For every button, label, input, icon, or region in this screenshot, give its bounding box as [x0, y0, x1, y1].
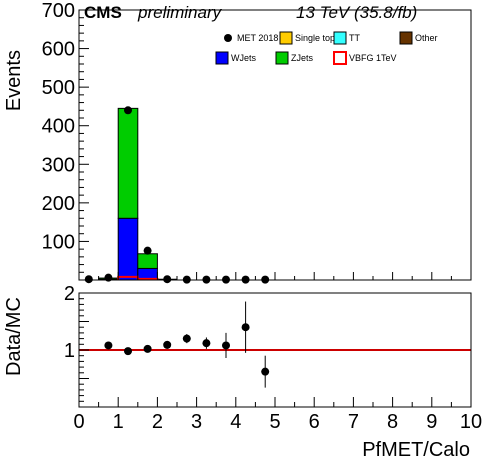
legend-met-2018-marker: [224, 34, 232, 42]
legend-met-2018-label: MET 2018: [237, 33, 278, 43]
ratio-point-2: [143, 344, 152, 353]
x-tick-label-8: 8: [387, 411, 398, 433]
x-tick-label-4: 4: [230, 411, 241, 433]
ratio-point-8: [261, 367, 270, 376]
legend-other-swatch: [399, 31, 413, 45]
lower-y-ticks: 12: [64, 283, 89, 402]
ratio-point-1: [124, 347, 132, 356]
upper-y-tick-label-5: 600: [42, 39, 75, 61]
x-tick-label-7: 7: [348, 411, 359, 433]
upper-y-ticks: 100 200 300 400 500 600 700: [42, 0, 89, 273]
data-point-2: [124, 106, 132, 115]
upper-y-tick-label-2: 300: [42, 154, 75, 176]
x-tick-label-2: 2: [152, 411, 163, 433]
ratio-point-5: [202, 339, 211, 348]
upper-x-ticks: [78, 272, 472, 280]
legend-tt-label: TT: [349, 33, 360, 43]
x-axis-title: PfMET/Calo: [362, 439, 470, 461]
legend-wjets-label: WJets: [231, 53, 257, 63]
ratio-point-4: [182, 334, 191, 343]
x-tick-label-10: 10: [460, 411, 482, 433]
ratio-point-3: [163, 340, 172, 349]
x-tick-label-0: 0: [73, 411, 84, 433]
legend-zjets-swatch: [275, 51, 289, 65]
legend-vbfg-1tev-swatch: [333, 51, 347, 65]
upper-y-tick-label-6: 700: [42, 0, 75, 22]
upper-y-tick-label-1: 200: [42, 193, 75, 215]
upper-y-tick-label-4: 500: [42, 77, 75, 99]
legend-vbfg-1tev-label: VBFG 1TeV: [349, 53, 397, 63]
x-tick-label-6: 6: [309, 411, 320, 433]
legend-other-label: Other: [415, 33, 438, 43]
x-tick-label-5: 5: [269, 411, 280, 433]
x-tick-label-3: 3: [191, 411, 202, 433]
legend-zjets-label: ZJets: [291, 53, 314, 63]
lumi-label: 13 TeV (35.8/fb): [296, 3, 417, 22]
upper-data-points: [84, 106, 270, 284]
bar-zjets-3: [137, 253, 158, 269]
upper-y-tick-label-0: 100: [42, 231, 75, 253]
ratio-points: [104, 301, 270, 388]
legend-single-top-label: Single top: [295, 33, 335, 43]
legend-tt-swatch: [333, 31, 347, 45]
lower-y-tick-label-1: 1: [64, 340, 75, 362]
x-tick-label-9: 9: [426, 411, 437, 433]
lower-y-tick-label-3: 2: [64, 283, 75, 305]
legend: MET 2018 Single top TT Other WJets ZJets VBFG …: [215, 31, 438, 65]
x-tick-label-1: 1: [113, 411, 124, 433]
status-label: preliminary: [137, 3, 223, 22]
legend-single-top-swatch: [279, 31, 293, 45]
upper-bars: [98, 107, 178, 281]
data-point-3: [143, 246, 152, 255]
upper-y-axis-title: Events: [3, 50, 25, 111]
upper-y-tick-label-3: 400: [42, 116, 75, 138]
legend-wjets-swatch: [215, 51, 229, 65]
experiment-label: CMS: [84, 3, 122, 22]
data-point-4: [163, 275, 172, 284]
ratio-point-7: [241, 323, 250, 332]
bar-wjets-2: [117, 217, 139, 281]
data-point-0: [84, 275, 93, 284]
ratio-point-0: [104, 341, 113, 350]
lower-y-axis-title: Data/MC: [3, 297, 25, 376]
bar-zjets-2: [117, 107, 139, 219]
ratio-point-6: [222, 341, 230, 350]
lower-x-ticks: 0 1 2 3 4 5 6 7 8 9 10: [73, 397, 482, 433]
